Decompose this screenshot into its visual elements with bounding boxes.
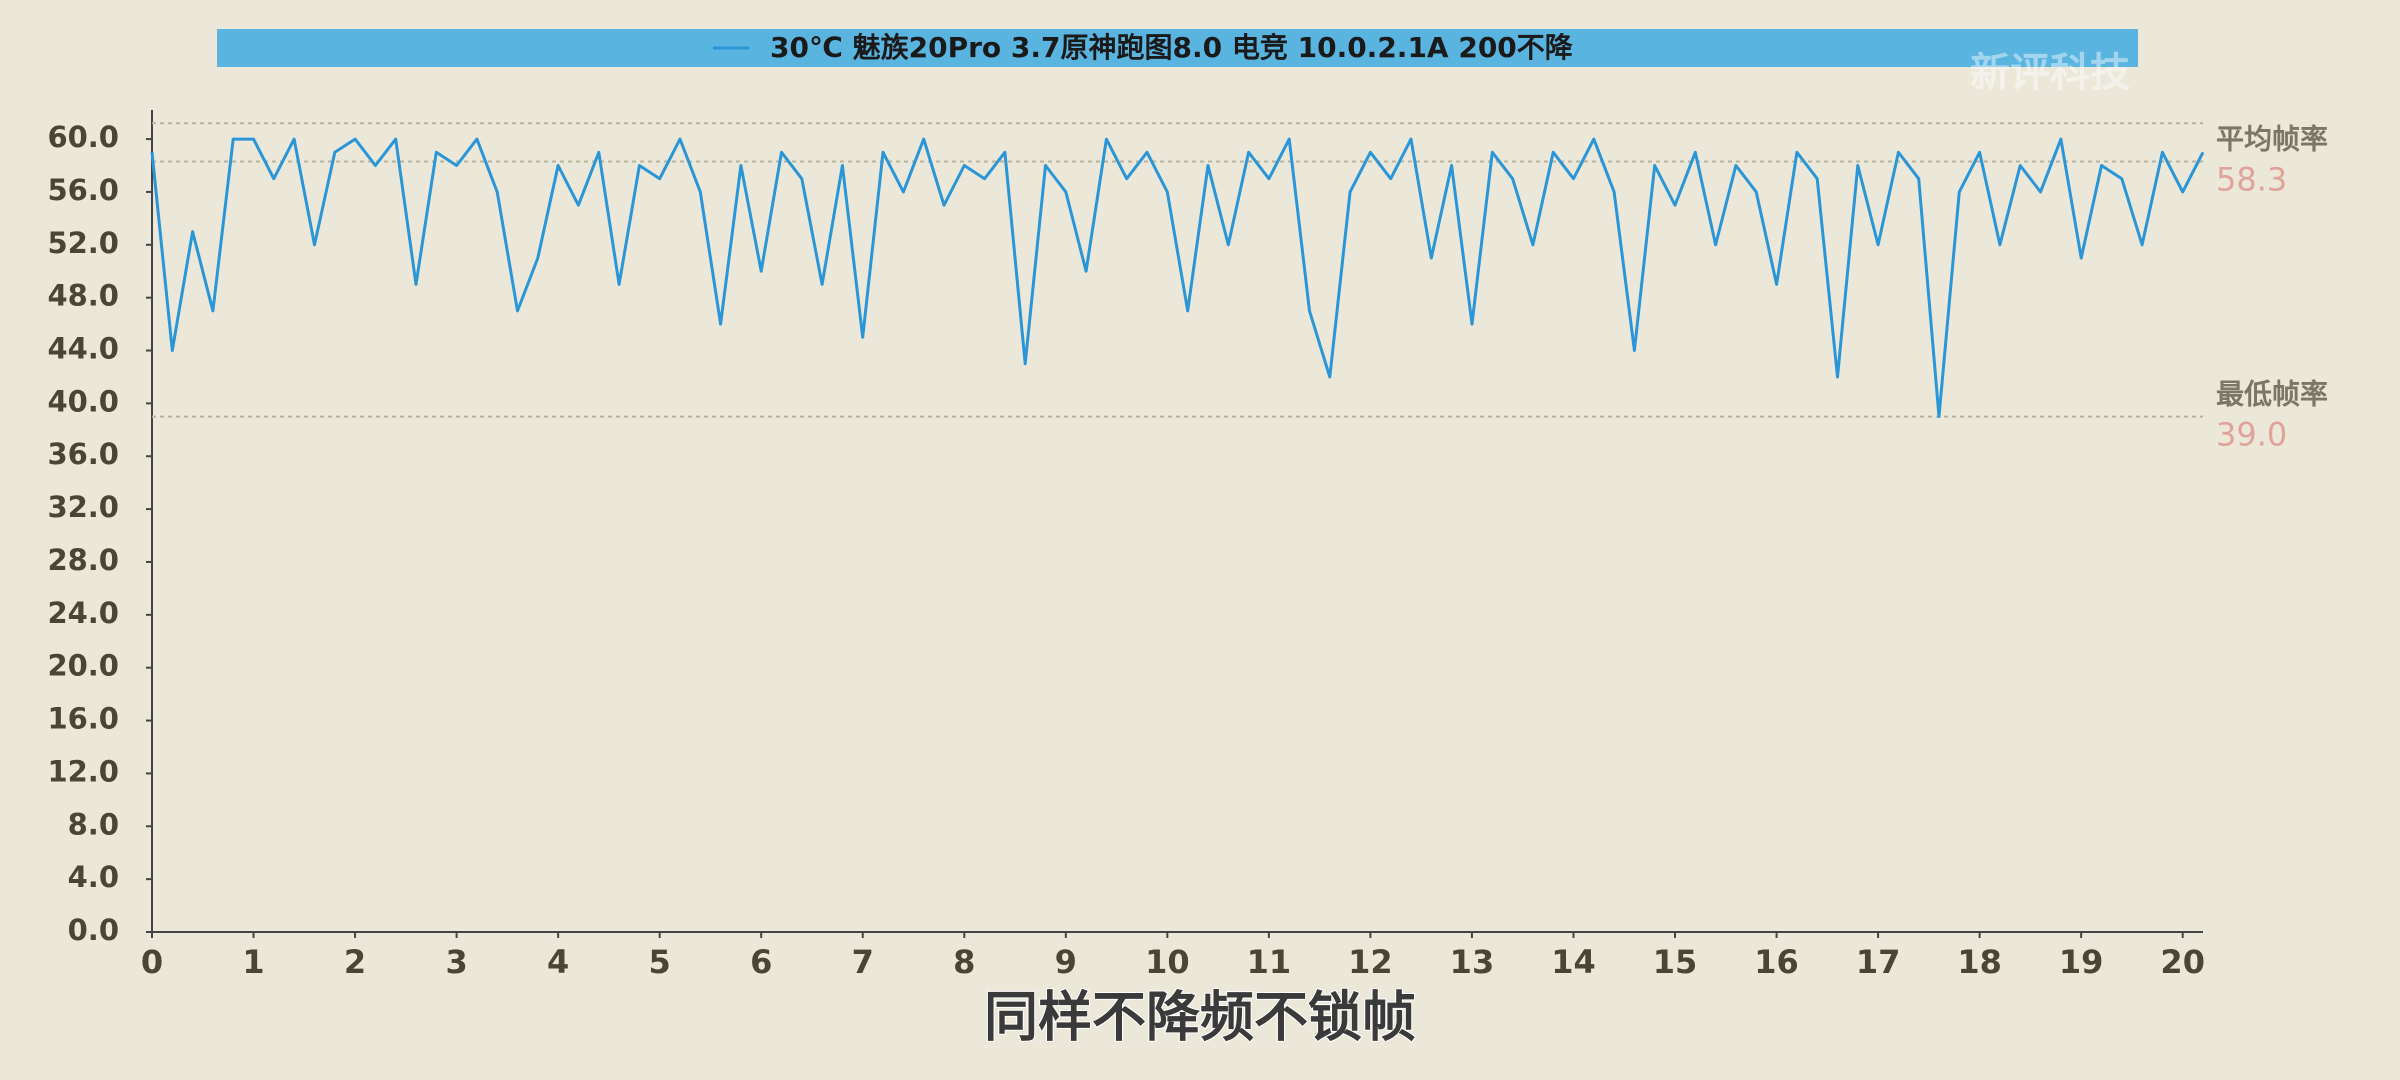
y-tick-label: 60.0 [47, 120, 119, 154]
x-tick-label: 8 [953, 943, 975, 981]
x-tick-label: 16 [1754, 943, 1799, 981]
x-tick-label: 14 [1551, 943, 1596, 981]
reference-value: 58.3 [2216, 161, 2287, 199]
reference-label: 平均帧率 [2216, 123, 2328, 156]
y-tick-label: 24.0 [47, 596, 119, 630]
x-tick-label: 7 [852, 943, 874, 981]
x-tick-label: 4 [547, 943, 569, 981]
legend-label: 30℃ 魅族20Pro 3.7原神跑图8.0 电竞 10.0.2.1A 200不… [770, 31, 1574, 64]
y-tick-label: 56.0 [47, 173, 119, 207]
y-tick-label: 32.0 [47, 490, 119, 524]
x-tick-label: 17 [1856, 943, 1901, 981]
x-tick-label: 20 [2160, 943, 2205, 981]
x-tick-label: 11 [1247, 943, 1292, 981]
y-tick-label: 16.0 [47, 702, 119, 736]
watermark: 新评科技 [1970, 50, 2130, 96]
x-tick-label: 3 [445, 943, 467, 981]
x-tick-label: 12 [1348, 943, 1393, 981]
data-line [150, 137, 2205, 419]
y-tick-label: 52.0 [47, 226, 119, 260]
y-tick-label: 4.0 [68, 860, 119, 894]
x-tick-label: 2 [344, 943, 366, 981]
y-tick-label: 48.0 [47, 279, 119, 313]
y-tick-label: 0.0 [68, 913, 119, 947]
x-tick-label: 13 [1450, 943, 1495, 981]
x-tick-label: 19 [2059, 943, 2104, 981]
x-tick-label: 6 [750, 943, 772, 981]
legend-band [217, 29, 2138, 67]
y-tick-label: 8.0 [68, 807, 119, 841]
y-tick-label: 36.0 [47, 437, 119, 471]
y-tick-label: 12.0 [47, 754, 119, 788]
x-tick-label: 18 [1957, 943, 2002, 981]
caption: 同样不降频不锁帧 [984, 986, 1416, 1049]
y-tick-label: 28.0 [47, 543, 119, 577]
x-tick-label: 15 [1653, 943, 1698, 981]
x-tick-label: 9 [1055, 943, 1077, 981]
x-tick-label: 10 [1145, 943, 1190, 981]
reference-value: 39.0 [2216, 416, 2287, 454]
reference-label: 最低帧率 [2216, 378, 2328, 411]
y-tick-label: 20.0 [47, 649, 119, 683]
y-tick-label: 44.0 [47, 332, 119, 366]
x-tick-label: 0 [141, 943, 163, 981]
x-tick-label: 5 [649, 943, 671, 981]
x-tick-label: 1 [242, 943, 264, 981]
y-tick-label: 40.0 [47, 384, 119, 418]
